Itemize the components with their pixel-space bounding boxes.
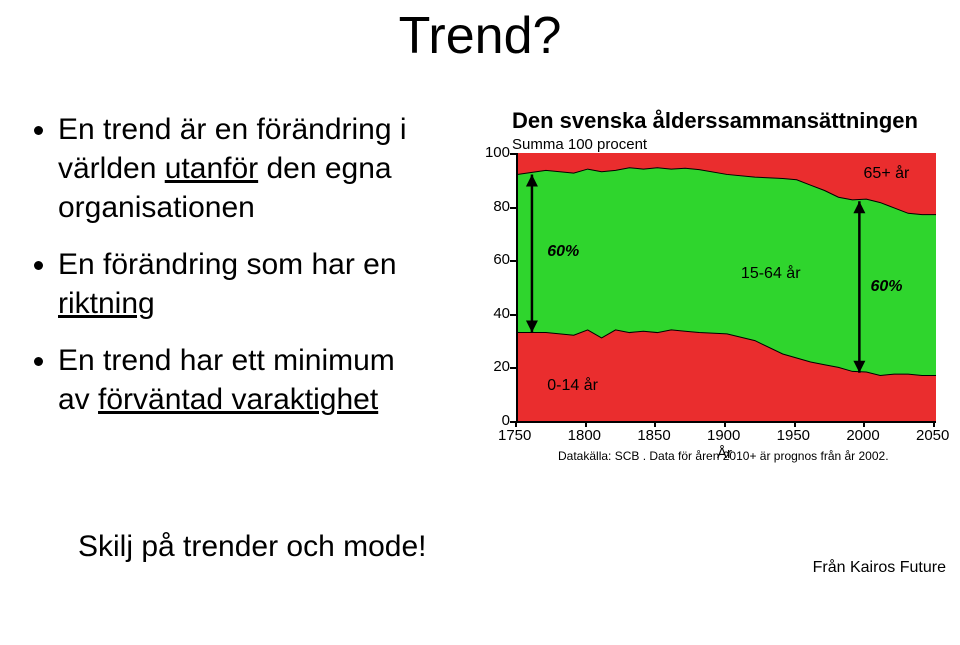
y-tick-label: 100 (482, 144, 510, 161)
chart-subtitle: Summa 100 procent (512, 136, 946, 153)
bullet-item: En förändring som har en riktning (58, 245, 430, 323)
slide: Trend? En trend är en förändring i värld… (0, 0, 960, 645)
y-tick-label: 60 (482, 251, 510, 268)
y-tick-label: 80 (482, 198, 510, 215)
credit-text: Från Kairos Future (813, 559, 946, 577)
chart-annotation: 60% (871, 278, 903, 296)
x-tick-label: 1850 (637, 427, 670, 444)
chart-plot-wrap: 65+ år15-64 år0-14 år60%60% 020406080100… (482, 153, 936, 443)
x-axis-unit: År (717, 445, 732, 462)
x-tick-label: 1900 (707, 427, 740, 444)
chart-plot: 65+ år 15-64 år 0-14 år 60% 60% (516, 153, 936, 423)
y-tick-label: 20 (482, 358, 510, 375)
chart-title: Den svenska ålderssammansättningen (512, 108, 946, 134)
x-tick-label: 1750 (498, 427, 531, 444)
chart-source: Datakälla: SCB . Data för åren 2010+ är … (558, 449, 946, 463)
bullet-item: En trend har ett minimum av förväntad va… (58, 341, 430, 419)
bullet-item: En trend är en förändring i världen utan… (58, 110, 430, 227)
x-tick-label: 2050 (916, 427, 949, 444)
bullet-list: En trend är en förändring i världen utan… (30, 110, 430, 437)
x-tick-label: 2000 (846, 427, 879, 444)
chart-container: Den svenska ålderssammansättningen Summa… (448, 108, 946, 518)
chart-annotation: 0-14 år (547, 377, 598, 395)
x-tick-label: 1950 (777, 427, 810, 444)
chart-annotation: 65+ år (864, 165, 910, 183)
y-tick-label: 40 (482, 305, 510, 322)
footer-line: Skilj på trender och mode! (78, 530, 427, 564)
slide-title: Trend? (0, 6, 960, 66)
chart-annotation: 60% (547, 243, 579, 261)
chart-annotation: 15-64 år (741, 265, 801, 283)
x-tick-label: 1800 (568, 427, 601, 444)
